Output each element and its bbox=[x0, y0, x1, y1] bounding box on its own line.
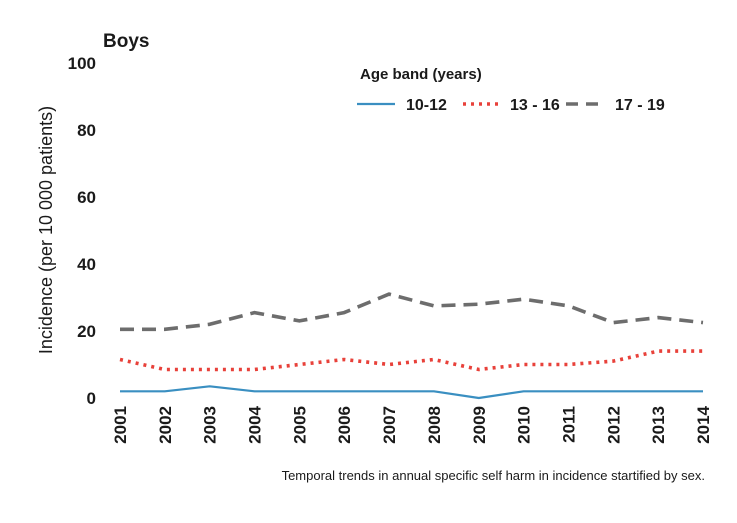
x-tick-label-2001: 2001 bbox=[111, 406, 130, 444]
chart-title: Boys bbox=[103, 31, 149, 52]
x-tick-label-2009: 2009 bbox=[470, 406, 489, 444]
y-tick-label-80: 80 bbox=[77, 121, 96, 140]
series-line-10-12 bbox=[120, 385, 703, 400]
y-tick-label-40: 40 bbox=[77, 255, 96, 274]
legend-title: Age band (years) bbox=[360, 66, 482, 83]
x-tick-label-2014: 2014 bbox=[694, 405, 713, 443]
x-tick-label-2008: 2008 bbox=[425, 406, 444, 444]
x-tick-label-2004: 2004 bbox=[246, 405, 265, 443]
x-tick-label-2011: 2011 bbox=[559, 406, 578, 443]
y-axis-ticks: 0 20 40 60 80 100 bbox=[68, 54, 96, 408]
legend-items: 10-12 13 - 16 17 - 19 bbox=[357, 97, 665, 114]
x-axis-ticks: 2001 2002 2003 2004 2005 2006 2007 2008 2009 2010… bbox=[111, 405, 713, 443]
y-tick-label-60: 60 bbox=[77, 188, 96, 207]
x-tick-label-2013: 2013 bbox=[649, 406, 668, 444]
y-tick-label-20: 20 bbox=[77, 322, 96, 341]
x-tick-label-2002: 2002 bbox=[156, 406, 175, 444]
x-tick-label-2006: 2006 bbox=[335, 406, 354, 444]
series-line-17-19 bbox=[120, 292, 704, 332]
legend-label-10-12: 10-12 bbox=[406, 97, 447, 114]
x-tick-label-2012: 2012 bbox=[604, 406, 623, 444]
legend: Age band (years) 10-12 13 - 16 17 - 19 bbox=[357, 66, 665, 114]
chart-caption: Temporal trends in annual specific self … bbox=[282, 468, 705, 483]
series-line-13-16 bbox=[119, 349, 703, 372]
y-axis-title: Incidence (per 10 000 patients) bbox=[36, 106, 56, 354]
x-tick-label-2010: 2010 bbox=[515, 406, 534, 444]
series-layer bbox=[119, 292, 704, 400]
y-tick-label-100: 100 bbox=[68, 54, 96, 73]
x-tick-label-2005: 2005 bbox=[290, 406, 309, 444]
legend-label-17-19: 17 - 19 bbox=[615, 97, 665, 114]
x-tick-label-2003: 2003 bbox=[201, 406, 220, 444]
x-tick-label-2007: 2007 bbox=[380, 406, 399, 444]
legend-label-13-16: 13 - 16 bbox=[510, 97, 560, 114]
y-tick-label-0: 0 bbox=[87, 389, 96, 408]
